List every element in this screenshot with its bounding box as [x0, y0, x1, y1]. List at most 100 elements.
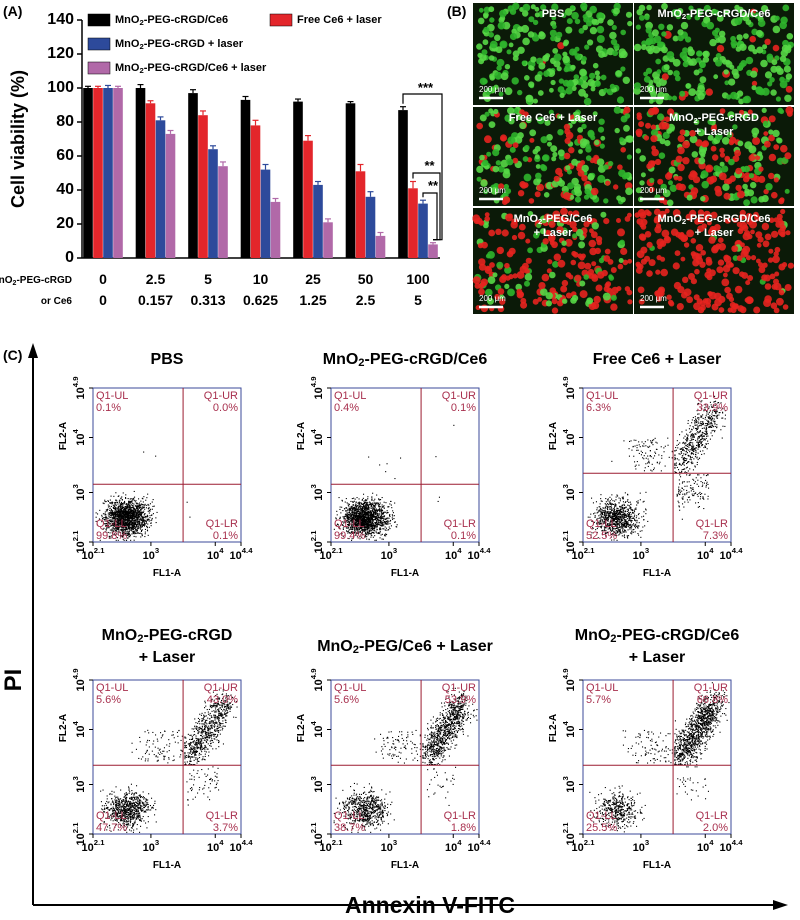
event-dot	[143, 524, 144, 525]
event-dot	[645, 509, 646, 510]
event-dot	[624, 511, 625, 512]
quadrant-name: Q1-LL	[96, 518, 127, 530]
event-dot	[138, 532, 139, 533]
event-dot	[367, 528, 368, 529]
event-dot	[698, 447, 699, 448]
bar	[241, 100, 251, 258]
error-bar	[190, 90, 196, 93]
event-dot	[128, 532, 129, 533]
event-dot	[609, 497, 610, 498]
y-tick-label: 40	[56, 181, 74, 198]
event-dot	[392, 519, 393, 520]
event-dot	[113, 507, 114, 508]
event-dot	[697, 426, 698, 427]
event-dot	[714, 424, 715, 425]
event-dot	[347, 502, 348, 503]
event-dot	[705, 419, 706, 420]
event-dot	[676, 450, 677, 451]
event-dot	[118, 506, 119, 507]
event-dot	[690, 456, 691, 457]
event-dot	[386, 524, 387, 525]
y-tick-label: 104.9	[71, 377, 87, 400]
x-axis-label: FL1-A	[153, 568, 181, 579]
event-dot	[345, 516, 346, 517]
event-dot	[123, 513, 124, 514]
event-dot	[627, 516, 628, 517]
event-dot	[627, 521, 628, 522]
event-dot	[697, 474, 698, 475]
event-dot	[131, 513, 132, 514]
event-dot	[693, 469, 694, 470]
event-dot	[645, 453, 646, 454]
x-tick-label: 0	[99, 271, 107, 287]
event-dot	[134, 522, 135, 523]
event-dot	[710, 426, 711, 427]
event-dot	[698, 446, 699, 447]
event-dot	[621, 515, 622, 516]
event-dot	[706, 483, 707, 484]
event-dot	[707, 441, 708, 442]
event-dot	[699, 506, 700, 507]
event-dot	[365, 521, 366, 522]
event-dot	[340, 512, 341, 513]
event-dot	[685, 458, 686, 459]
event-dot	[351, 516, 352, 517]
event-dot	[707, 436, 708, 437]
y-tick-label: 20	[56, 215, 74, 232]
bar	[136, 88, 146, 258]
event-dot	[605, 511, 606, 512]
event-dot	[112, 512, 113, 513]
event-dot	[134, 517, 135, 518]
event-dot	[142, 526, 143, 527]
event-dot	[706, 415, 707, 416]
event-dot	[381, 511, 382, 512]
event-dot	[633, 532, 634, 533]
event-dot	[150, 509, 151, 510]
y-tick-label: 140	[47, 11, 74, 28]
bar	[313, 185, 323, 258]
event-dot	[703, 447, 704, 448]
event-dot	[705, 425, 706, 426]
event-dot	[133, 511, 134, 512]
event-dot	[121, 503, 122, 504]
bar	[113, 88, 123, 258]
event-dot	[686, 467, 687, 468]
event-dot	[683, 462, 684, 463]
event-dot	[698, 423, 699, 424]
event-dot	[618, 519, 619, 520]
event-dot	[678, 501, 679, 502]
event-dot	[706, 485, 707, 486]
event-dot	[125, 515, 126, 516]
event-dot	[647, 456, 648, 457]
event-dot	[693, 458, 694, 459]
event-dot	[368, 527, 369, 528]
event-dot	[624, 525, 625, 526]
bar	[366, 197, 376, 258]
event-dot	[131, 504, 132, 505]
event-dot	[374, 535, 375, 536]
event-dot	[716, 426, 717, 427]
event-dot	[127, 524, 128, 525]
event-dot	[610, 509, 611, 510]
event-dot	[352, 498, 353, 499]
event-dot	[692, 435, 693, 436]
event-dot	[699, 447, 700, 448]
event-dot	[689, 432, 690, 433]
event-dot	[361, 513, 362, 514]
event-dot	[143, 452, 144, 453]
event-dot	[604, 512, 605, 513]
event-dot	[389, 528, 390, 529]
event-dot	[605, 516, 606, 517]
event-dot	[357, 497, 358, 498]
event-dot	[628, 510, 629, 511]
event-dot	[627, 511, 628, 512]
event-dot	[635, 440, 636, 441]
event-dot	[353, 504, 354, 505]
event-dot	[382, 534, 383, 535]
event-dot	[385, 521, 386, 522]
event-dot	[387, 510, 388, 511]
event-dot	[618, 513, 619, 514]
event-dot	[113, 496, 114, 497]
event-dot	[625, 530, 626, 531]
